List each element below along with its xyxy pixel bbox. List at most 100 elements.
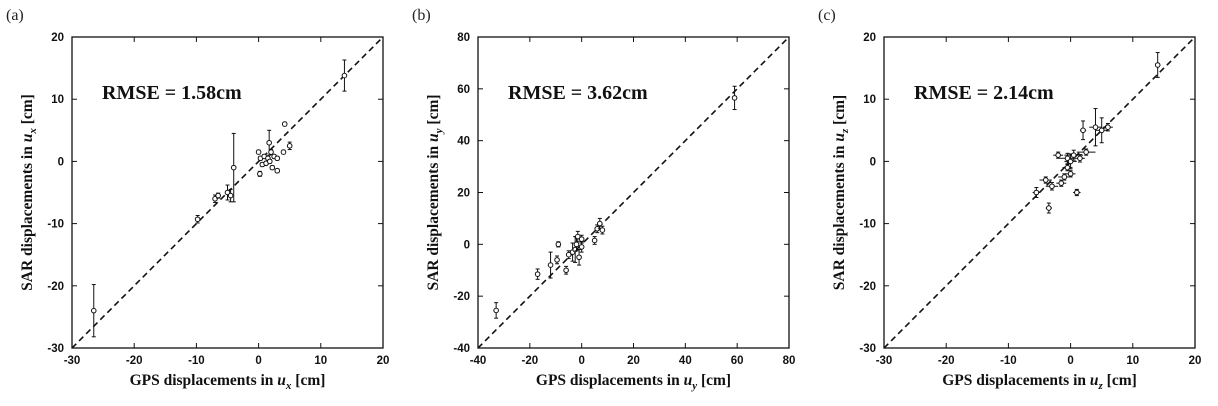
y-axis-label: SAR displacements in uz [cm] xyxy=(831,95,851,290)
rmse-annotation: RMSE = 1.58cm xyxy=(102,82,242,104)
point-marker xyxy=(268,149,274,155)
point-marker xyxy=(547,262,554,268)
point-marker xyxy=(1154,62,1161,68)
point-marker xyxy=(286,143,293,149)
data-point xyxy=(224,184,231,201)
data-point xyxy=(1074,154,1085,163)
x-tick-label: -10 xyxy=(1000,355,1017,367)
data-point xyxy=(280,149,287,155)
data-point xyxy=(547,251,554,279)
point-marker xyxy=(230,164,237,171)
point-marker xyxy=(266,139,272,146)
data-point xyxy=(286,141,293,151)
point-marker xyxy=(574,233,581,240)
data-point xyxy=(230,132,237,203)
point-marker xyxy=(578,236,585,242)
data-point xyxy=(493,302,499,319)
panel-label: (b) xyxy=(412,7,431,24)
rmse-annotation: RMSE = 3.62cm xyxy=(508,82,648,104)
data-point xyxy=(1065,170,1076,178)
data-point xyxy=(1079,120,1087,141)
data-point xyxy=(597,217,603,230)
data-point xyxy=(563,265,569,275)
y-tick-label: 60 xyxy=(457,84,470,96)
data-point xyxy=(1045,182,1059,191)
y-tick-label: 20 xyxy=(51,32,64,44)
x-tick-label: 0 xyxy=(1067,355,1073,367)
data-point xyxy=(731,85,738,111)
data-point xyxy=(274,155,281,162)
data-point xyxy=(565,250,572,260)
panel-b: (b) -40 -20 0 20 40 60 80 -40 -20 0 20 40 60 80 GPS dis… xyxy=(406,0,812,406)
point-marker xyxy=(1105,124,1111,130)
point-marker xyxy=(1042,177,1049,183)
point-marker xyxy=(274,155,281,162)
y-tick-label: -40 xyxy=(453,343,470,355)
point-marker xyxy=(1083,149,1089,155)
point-marker xyxy=(493,307,499,314)
y-tick-label: -30 xyxy=(859,343,876,355)
data-point xyxy=(257,170,263,177)
point-marker xyxy=(227,192,234,199)
data-point xyxy=(227,188,234,203)
y-tick-label: 80 xyxy=(457,32,470,44)
y-tick-label: 0 xyxy=(58,156,64,168)
point-marker xyxy=(599,227,606,233)
point-marker xyxy=(215,192,221,199)
x-tick-label: 10 xyxy=(1126,355,1139,367)
y-tick-label: 10 xyxy=(863,94,876,106)
panel-label: (c) xyxy=(818,7,836,24)
reference-line xyxy=(71,36,384,349)
y-tick-label: 40 xyxy=(457,136,470,148)
point-marker xyxy=(1058,180,1065,186)
point-marker xyxy=(1067,171,1074,177)
point-marker xyxy=(1061,174,1068,180)
point-marker xyxy=(573,241,580,248)
x-tick-label: -30 xyxy=(876,355,893,367)
point-marker xyxy=(280,149,287,155)
y-tick-label: -10 xyxy=(47,219,64,231)
y-tick-label: 0 xyxy=(870,156,876,168)
point-marker xyxy=(597,220,603,227)
point-marker xyxy=(565,251,572,258)
data-point xyxy=(573,237,580,252)
point-marker xyxy=(257,171,263,177)
point-marker xyxy=(578,244,585,250)
point-marker xyxy=(576,254,582,261)
data-point xyxy=(194,215,201,224)
panel-a: (a) -30 -20 -10 0 10 20 -30 -20 -10 0 10 20 GPS displ… xyxy=(0,0,406,406)
data-point xyxy=(1053,151,1064,159)
x-tick-label: 60 xyxy=(731,355,744,367)
data-point xyxy=(1102,122,1113,132)
x-tick-label: 10 xyxy=(314,355,327,367)
x-tick-label: 40 xyxy=(679,355,692,367)
point-marker xyxy=(269,164,276,171)
data-point xyxy=(1039,176,1052,184)
point-marker xyxy=(281,121,288,127)
point-marker xyxy=(1033,189,1040,196)
plot-frame xyxy=(71,36,384,349)
y-tick-label: -10 xyxy=(859,219,876,231)
data-point xyxy=(212,194,218,203)
point-marker xyxy=(1080,127,1086,134)
point-marker xyxy=(534,271,541,277)
point-marker xyxy=(1046,205,1052,211)
y-tick-label: -20 xyxy=(859,281,876,293)
reference-line xyxy=(883,36,1196,349)
data-point xyxy=(90,284,97,338)
data-point xyxy=(1089,108,1102,147)
x-tick-label: 80 xyxy=(783,355,796,367)
x-tick-label: -40 xyxy=(470,355,487,367)
data-point xyxy=(255,149,262,155)
x-tick-label: 20 xyxy=(377,355,390,367)
point-marker xyxy=(1070,152,1077,158)
point-marker xyxy=(591,237,598,244)
y-tick-label: 10 xyxy=(51,94,64,106)
point-marker xyxy=(274,167,281,174)
data-point xyxy=(534,268,541,280)
x-axis-label: GPS displacements in uy [cm] xyxy=(536,372,731,392)
panel-label: (a) xyxy=(6,7,24,24)
rmse-annotation: RMSE = 2.14cm xyxy=(914,82,1054,104)
data-point xyxy=(341,59,348,92)
x-tick-label: 20 xyxy=(1189,355,1202,367)
